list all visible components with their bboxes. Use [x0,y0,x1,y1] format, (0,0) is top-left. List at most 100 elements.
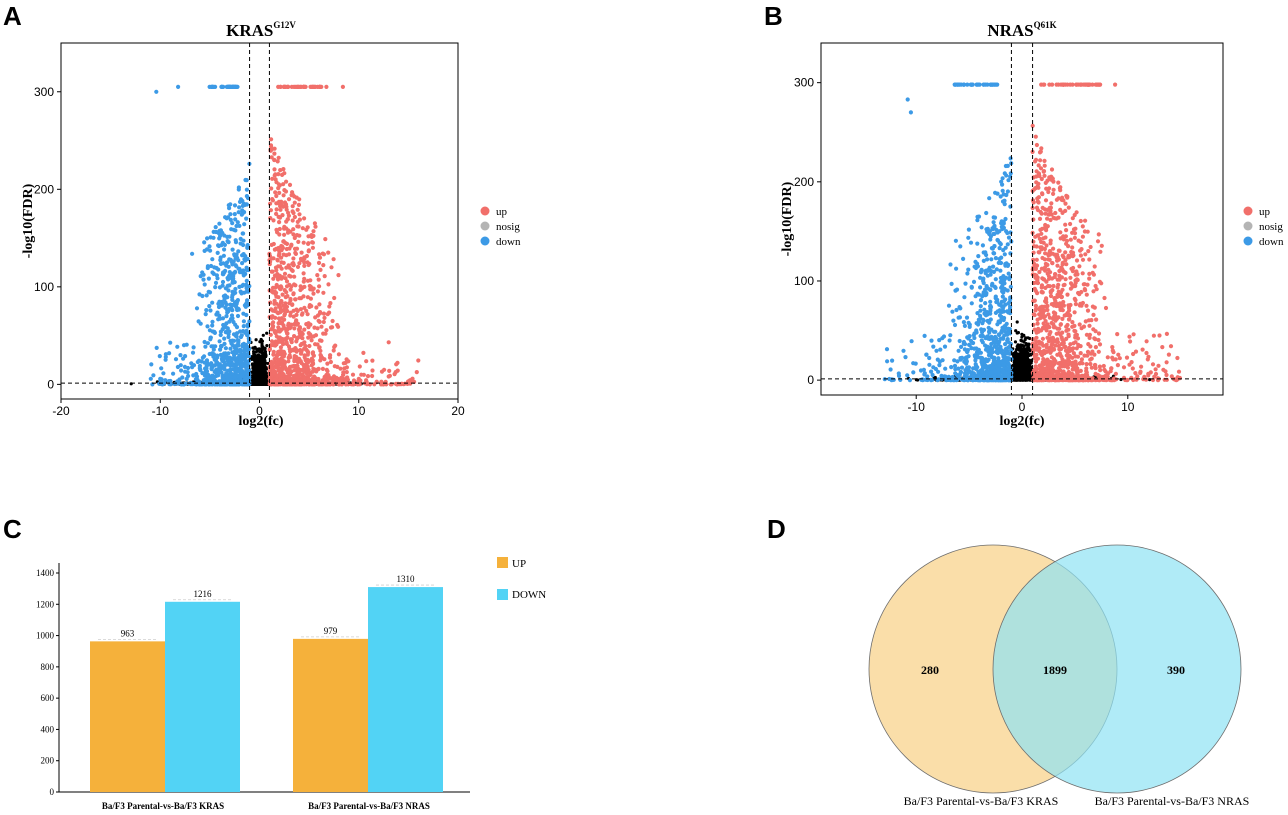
down-point [202,248,207,253]
up-point [292,322,297,327]
down-point [230,221,235,226]
up-point [312,84,317,89]
nosig-point [252,350,256,354]
up-point [306,321,311,326]
up-point [317,284,322,289]
down-point [185,365,191,371]
up-point [274,360,279,365]
down-point [215,250,220,255]
down-point [244,278,249,283]
down-point [178,363,183,368]
up-point [321,319,326,325]
up-point [317,84,322,89]
down-point [173,357,179,362]
down-point [245,322,250,327]
up-point [278,84,283,89]
down-point [215,362,220,367]
up-point [291,263,296,268]
down-point [205,324,210,329]
up-point [278,207,283,212]
down-point [211,235,216,240]
down-point [222,336,227,341]
down-point [190,365,195,370]
down-point [230,363,235,368]
down-point [223,286,228,291]
down-point [222,247,227,252]
down-point [213,280,219,285]
up-point [333,343,338,348]
up-point [277,319,283,324]
nosig-point [262,347,266,351]
up-point [288,296,293,302]
up-point [305,225,310,230]
down-point [232,203,238,208]
up-point [331,348,336,353]
down-point [241,231,246,236]
down-point [202,354,207,359]
up-point [279,298,284,304]
down-point [223,346,228,351]
threshold-lines [61,43,458,399]
up-point [269,339,275,344]
up-point [295,224,300,229]
up-point [310,240,315,245]
down-point [179,368,184,373]
down-point [232,280,237,285]
up-point [308,278,313,283]
up-point [335,364,340,369]
down-point [218,332,223,338]
down-point [204,369,210,374]
down-point [244,187,249,192]
down-point [218,352,223,357]
down-point [213,225,218,230]
down-point [226,377,231,382]
panel-label-c: C [3,514,22,544]
up-point [286,197,292,202]
up-point [290,268,295,273]
up-point [312,374,317,379]
down-point [203,344,208,349]
up-point [299,286,305,291]
up-point [284,284,290,289]
up-point [370,373,375,379]
down-point [171,371,176,376]
down-point [236,340,241,345]
up-point [287,366,292,371]
nosig-point [256,369,260,373]
up-point [291,348,297,353]
nosig-point [264,361,268,365]
down-point [209,366,214,371]
up-point [292,334,297,339]
down-point [216,301,221,306]
up-point [274,201,279,206]
up-point [269,147,274,152]
up-point [311,233,316,238]
down-point [220,283,225,288]
up-point [297,325,302,330]
down-point [216,267,221,272]
down-point [244,312,249,318]
up-point [297,371,302,376]
nosig-point [253,360,257,364]
down-point [241,352,246,357]
up-point [269,269,274,274]
down-point [228,202,233,207]
up-point [317,338,323,343]
down-point [217,236,222,241]
down-point [205,264,210,269]
down-point [218,228,223,233]
up-point [322,315,327,320]
down-point [244,286,249,291]
up-point [286,375,291,380]
up-point [326,373,331,378]
nosig-point [255,354,260,358]
legend-up-marker [480,206,490,216]
up-point [334,378,339,383]
down-point [175,344,180,349]
up-point [405,381,410,386]
up-point [273,190,278,195]
down-point [225,275,230,281]
down-point [230,350,235,355]
down-point [211,344,216,349]
up-point [291,256,296,261]
